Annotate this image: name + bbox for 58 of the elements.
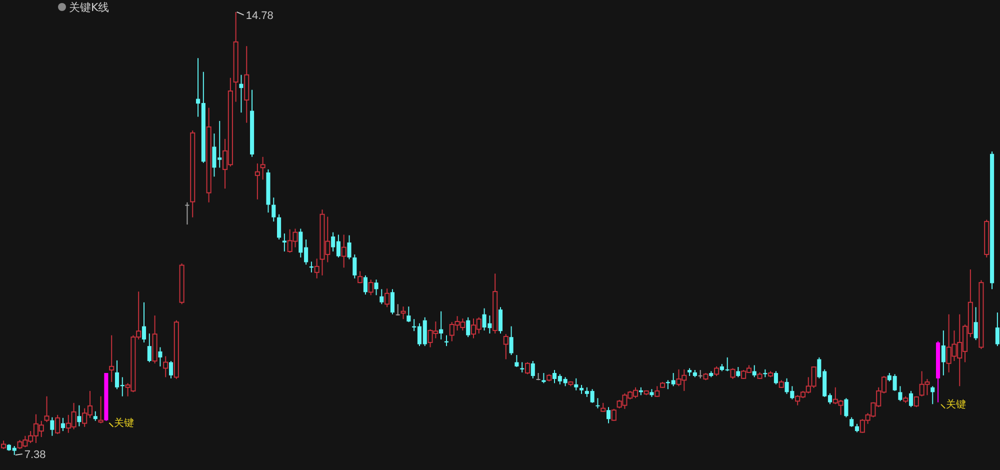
candlestick (752, 364, 756, 378)
candlestick (374, 279, 378, 296)
candlestick (254, 162, 260, 200)
candlestick (930, 386, 935, 405)
candlestick (168, 360, 174, 379)
candlestick (439, 310, 444, 340)
candlestick (520, 362, 524, 373)
candlestick (380, 288, 384, 305)
candlestick (596, 398, 600, 409)
candlestick (396, 304, 400, 316)
candlestick (850, 416, 854, 428)
candlestick (50, 416, 54, 436)
candlestick (995, 312, 1000, 347)
candlestick (282, 233, 286, 252)
candlestick (77, 404, 82, 427)
candlestick (606, 406, 611, 424)
candlestick (341, 234, 346, 268)
candlestick (352, 254, 357, 279)
candlestick (277, 214, 282, 240)
candlestick (163, 356, 168, 378)
annotation: 关键 (946, 398, 966, 410)
candlestick (390, 288, 394, 315)
candlestick (466, 316, 470, 338)
candlestick (314, 258, 320, 279)
candlestick (509, 326, 514, 356)
candlestick (974, 306, 978, 341)
candlestick (147, 332, 152, 363)
chart-subtitle: 关键K线 (69, 1, 110, 14)
annotation: 14.78 (246, 10, 274, 22)
candlestick (109, 334, 114, 382)
candlestick (908, 390, 914, 408)
annotation: 7.38 (24, 449, 46, 461)
candlestick (498, 306, 503, 334)
candlestick (898, 386, 902, 402)
candlestick (844, 398, 848, 418)
candlestick (514, 354, 519, 368)
candlestick (941, 330, 946, 376)
candlestick (244, 46, 250, 124)
candlestick (158, 346, 162, 367)
annotation: 关键 (114, 416, 134, 429)
candlestick (774, 370, 778, 385)
candlestick (736, 366, 740, 378)
candlestick (272, 197, 276, 222)
candlestick (239, 74, 244, 114)
candlestick (363, 274, 368, 296)
candlestick (142, 302, 146, 343)
candlestick (542, 372, 546, 384)
candlestick (574, 378, 578, 391)
candlestick (206, 107, 212, 203)
candlestick (347, 234, 352, 260)
candlestick (60, 417, 66, 432)
candlestick (260, 156, 266, 180)
candlestick (406, 306, 411, 323)
candlestick (530, 360, 535, 379)
candlestick (233, 12, 238, 102)
candlestick (400, 306, 406, 320)
candlestick (93, 410, 98, 422)
candlestick (185, 202, 190, 226)
